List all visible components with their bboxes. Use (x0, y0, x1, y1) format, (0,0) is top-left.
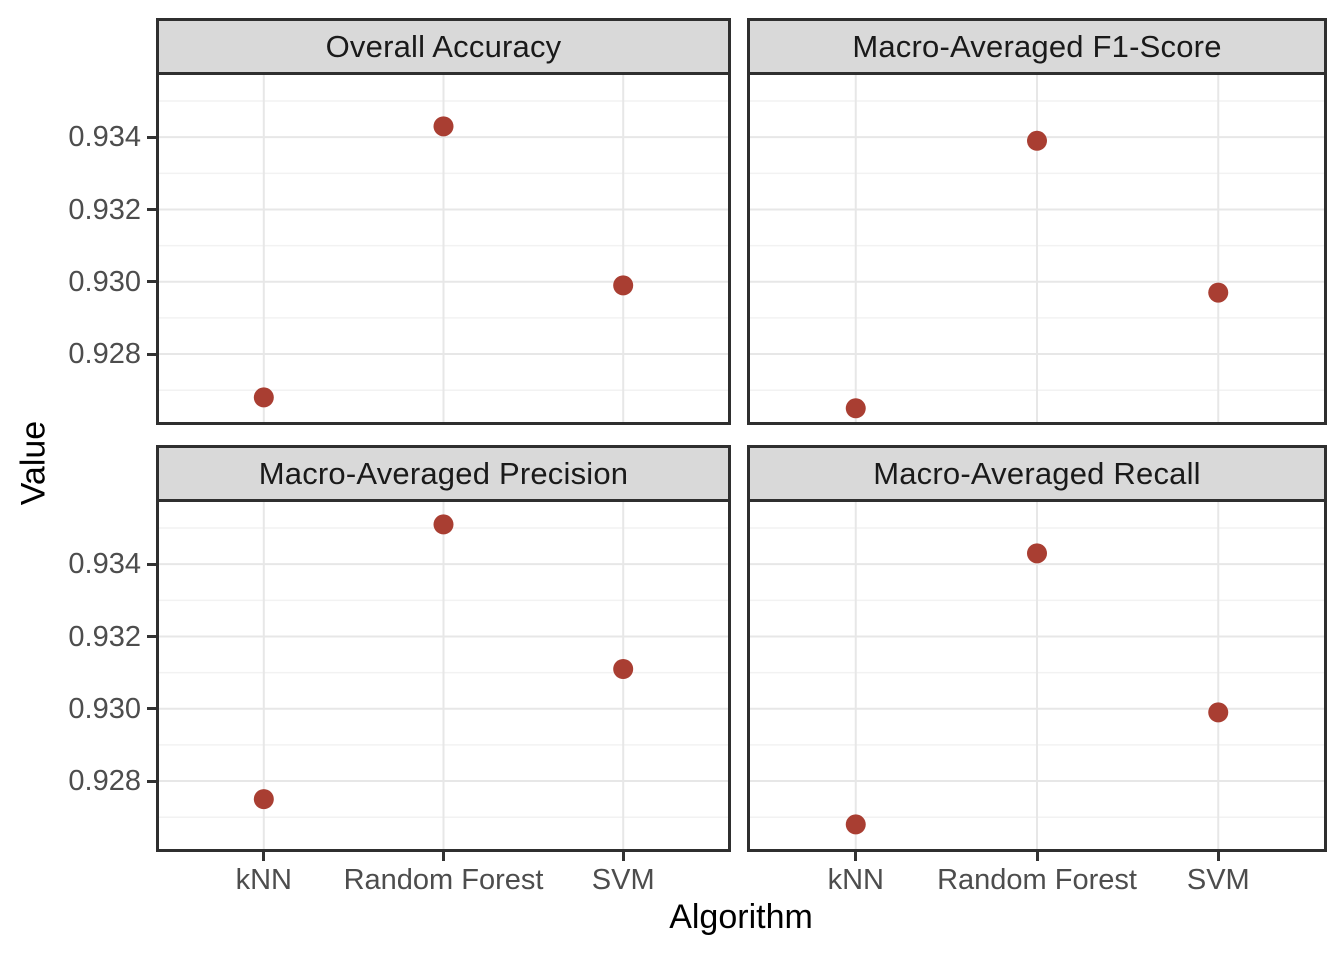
facet-strip-macro-recall: Macro-Averaged Recall (747, 445, 1327, 502)
facet-title: Macro-Averaged Precision (258, 455, 629, 491)
x-axis-tick (621, 852, 625, 861)
y-tick-label: 0.932 (68, 193, 141, 226)
facet-panel-overall-accuracy (156, 72, 731, 425)
data-point (845, 398, 866, 419)
y-tick-label: 0.928 (68, 765, 141, 797)
data-point (1027, 130, 1047, 151)
x-axis-title: Algorithm (669, 898, 813, 936)
y-axis-tick (147, 635, 156, 638)
panel-canvas (750, 75, 1324, 422)
x-axis-tick (1216, 852, 1220, 861)
y-axis-tick (147, 135, 156, 139)
data-point (613, 658, 634, 679)
y-axis-tick (147, 562, 156, 566)
x-axis-tick (854, 852, 858, 861)
facet-title: Overall Accuracy (325, 28, 562, 64)
data-point (845, 814, 866, 835)
panel-canvas (159, 75, 728, 422)
facet-panel-macro-recall (747, 499, 1327, 852)
x-axis-tick (442, 852, 445, 861)
data-point (1027, 543, 1047, 564)
data-point (613, 275, 634, 296)
y-tick-label: 0.930 (68, 265, 141, 298)
facet-title: Macro-Averaged F1-Score (852, 28, 1222, 64)
y-axis-tick (147, 779, 156, 783)
y-tick-label: 0.932 (68, 620, 141, 653)
facet-panel-macro-precision (156, 499, 731, 852)
facet-panel-macro-f1 (747, 72, 1327, 425)
y-axis-tick (147, 707, 156, 711)
panel-canvas (750, 502, 1324, 849)
y-tick-label: 0.934 (68, 548, 141, 581)
x-axis-tick (1035, 852, 1039, 861)
x-tick-label: SVM (1186, 864, 1250, 896)
y-tick-label: 0.934 (68, 121, 141, 154)
x-tick-label: Random Forest (937, 864, 1137, 896)
y-axis-tick (147, 208, 156, 211)
x-tick-label: kNN (827, 864, 884, 896)
y-axis-tick (147, 280, 156, 284)
y-axis-title: Value (14, 420, 53, 506)
x-tick-label: Random Forest (343, 864, 544, 896)
facet-strip-macro-precision: Macro-Averaged Precision (156, 445, 731, 502)
facet-strip-overall-accuracy: Overall Accuracy (156, 18, 731, 75)
data-point (1208, 282, 1229, 303)
x-tick-label: SVM (591, 864, 655, 896)
facet-title: Macro-Averaged Recall (873, 455, 1201, 491)
y-tick-label: 0.928 (68, 338, 141, 370)
data-point (433, 116, 454, 137)
data-point (433, 514, 454, 535)
panel-canvas (159, 502, 728, 849)
x-tick-label: kNN (235, 864, 292, 896)
x-axis-tick (262, 852, 266, 861)
data-point (253, 789, 274, 810)
y-tick-label: 0.930 (68, 692, 141, 725)
facet-strip-macro-f1: Macro-Averaged F1-Score (747, 18, 1327, 75)
data-point (253, 387, 274, 408)
data-point (1208, 702, 1229, 723)
y-axis-tick (147, 352, 156, 356)
